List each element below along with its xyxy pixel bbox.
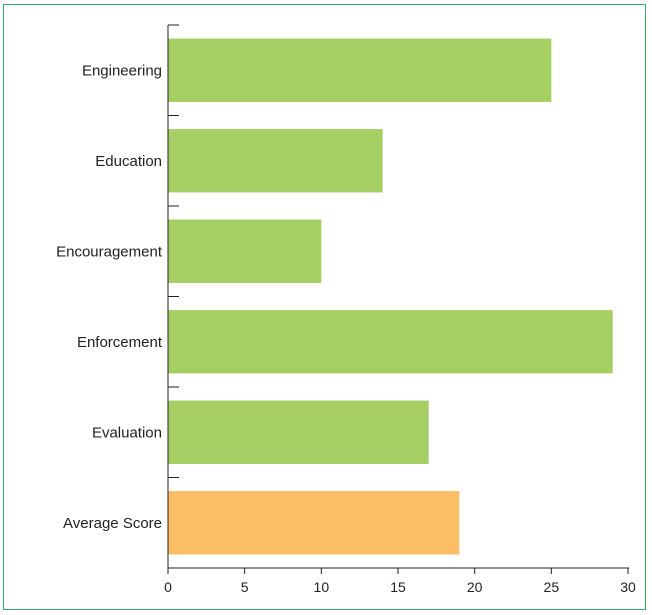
x-tick-label: 10 (314, 579, 330, 595)
x-tick-label: 0 (164, 579, 172, 595)
bar-education (168, 129, 383, 193)
x-tick-label: 15 (390, 579, 406, 595)
x-tick-label: 5 (241, 579, 249, 595)
category-label: Enforcement (77, 334, 163, 351)
x-tick-label: 25 (544, 579, 560, 595)
x-tick-label: 20 (467, 579, 483, 595)
category-label: Average Score (63, 515, 162, 532)
category-labels-group: Engineering Education Encouragement Enforce… (56, 62, 163, 532)
category-label: Evaluation (92, 424, 162, 441)
bar-encouragement (168, 219, 322, 283)
category-label: Encouragement (56, 243, 163, 260)
x-tick-labels-group: 0 5 10 15 20 25 30 (164, 579, 636, 595)
category-label: Education (95, 153, 162, 170)
category-label: Engineering (82, 62, 162, 79)
bar-engineering (168, 38, 552, 102)
bar-evaluation (168, 400, 429, 464)
bars-group (168, 38, 613, 555)
axes-group (167, 25, 629, 569)
bar-average-score (168, 491, 460, 555)
x-tick-label: 30 (620, 579, 636, 595)
bar-enforcement (168, 310, 613, 374)
x-ticks-group (167, 568, 629, 574)
y-ticks-group (168, 24, 179, 478)
